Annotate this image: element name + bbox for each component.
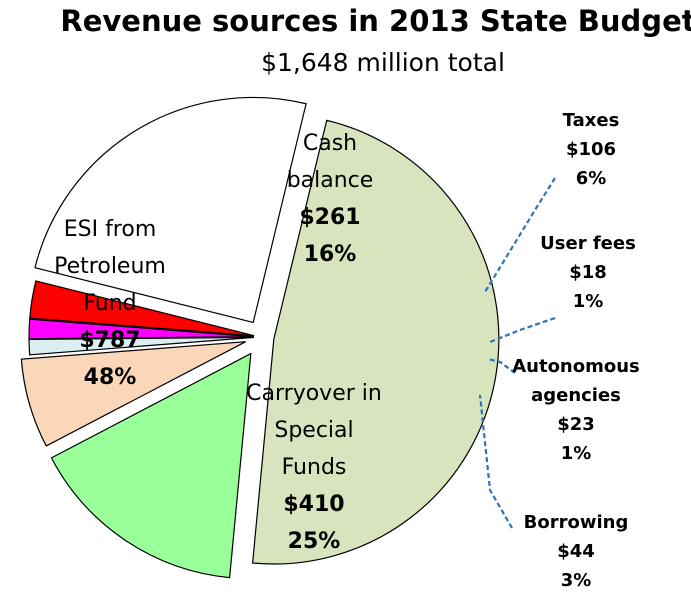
- label-esi-from-petroleum-fund-name: Petroleum: [54, 254, 166, 279]
- chart-title: Revenue sources in 2013 State Budget: [60, 4, 691, 38]
- label-carryover-in-special-funds-percent: 25%: [288, 529, 341, 554]
- pie-slice-taxes: [20, 341, 246, 447]
- pie-slice-autonomous-agencies: [28, 318, 255, 340]
- leader-line: [478, 394, 513, 529]
- label-autonomous-agencies-value: $23: [557, 414, 595, 435]
- label-esi-from-petroleum-fund-percent: 48%: [84, 365, 137, 390]
- label-autonomous-agencies-percent: 1%: [561, 443, 592, 464]
- slice-labels: ESI from Petroleum Fund $787 48% Cash balance $…: [54, 110, 640, 591]
- label-borrowing-name: Borrowing: [524, 512, 629, 533]
- label-esi-from-petroleum-fund-name: Fund: [83, 291, 136, 316]
- label-cash-balance-name: Cash: [303, 131, 357, 156]
- label-cash-balance-name: balance: [287, 168, 374, 193]
- chart-subtitle: $1,648 million total: [261, 48, 505, 77]
- label-esi-from-petroleum-fund-name: ESI from: [64, 217, 157, 242]
- label-user-fees-name: User fees: [540, 233, 636, 254]
- label-user-fees-percent: 1%: [573, 291, 604, 312]
- label-cash-balance-percent: 16%: [304, 242, 357, 267]
- pie-slice-borrowing: [29, 280, 255, 337]
- label-carryover-in-special-funds-name: Carryover in: [246, 381, 382, 406]
- label-user-fees-value: $18: [569, 262, 607, 283]
- label-carryover-in-special-funds-value: $410: [283, 492, 344, 517]
- pie-slice-user-fees: [28, 336, 255, 356]
- label-cash-balance-value: $261: [299, 205, 360, 230]
- label-esi-from-petroleum-fund-value: $787: [79, 328, 140, 353]
- label-carryover-in-special-funds-name: Funds: [282, 455, 347, 480]
- leader-lines: [478, 177, 556, 529]
- label-borrowing-percent: 3%: [561, 570, 592, 591]
- leader-line: [487, 357, 516, 374]
- label-autonomous-agencies-name: agencies: [531, 385, 621, 406]
- pie-slice-cash-balance: [50, 352, 252, 579]
- pie-slice-carryover-in-special-funds: [34, 96, 307, 324]
- label-borrowing-value: $44: [557, 541, 595, 562]
- leader-line: [489, 316, 556, 344]
- label-taxes-percent: 6%: [576, 168, 607, 189]
- label-taxes-name: Taxes: [563, 110, 620, 131]
- pie-slice-esi-from-petroleum-fund: [251, 119, 500, 565]
- label-autonomous-agencies-name: Autonomous: [512, 356, 640, 377]
- leader-line: [484, 177, 556, 293]
- label-taxes-value: $106: [566, 139, 616, 160]
- label-carryover-in-special-funds-name: Special: [274, 418, 353, 443]
- pie-slices: [20, 96, 500, 579]
